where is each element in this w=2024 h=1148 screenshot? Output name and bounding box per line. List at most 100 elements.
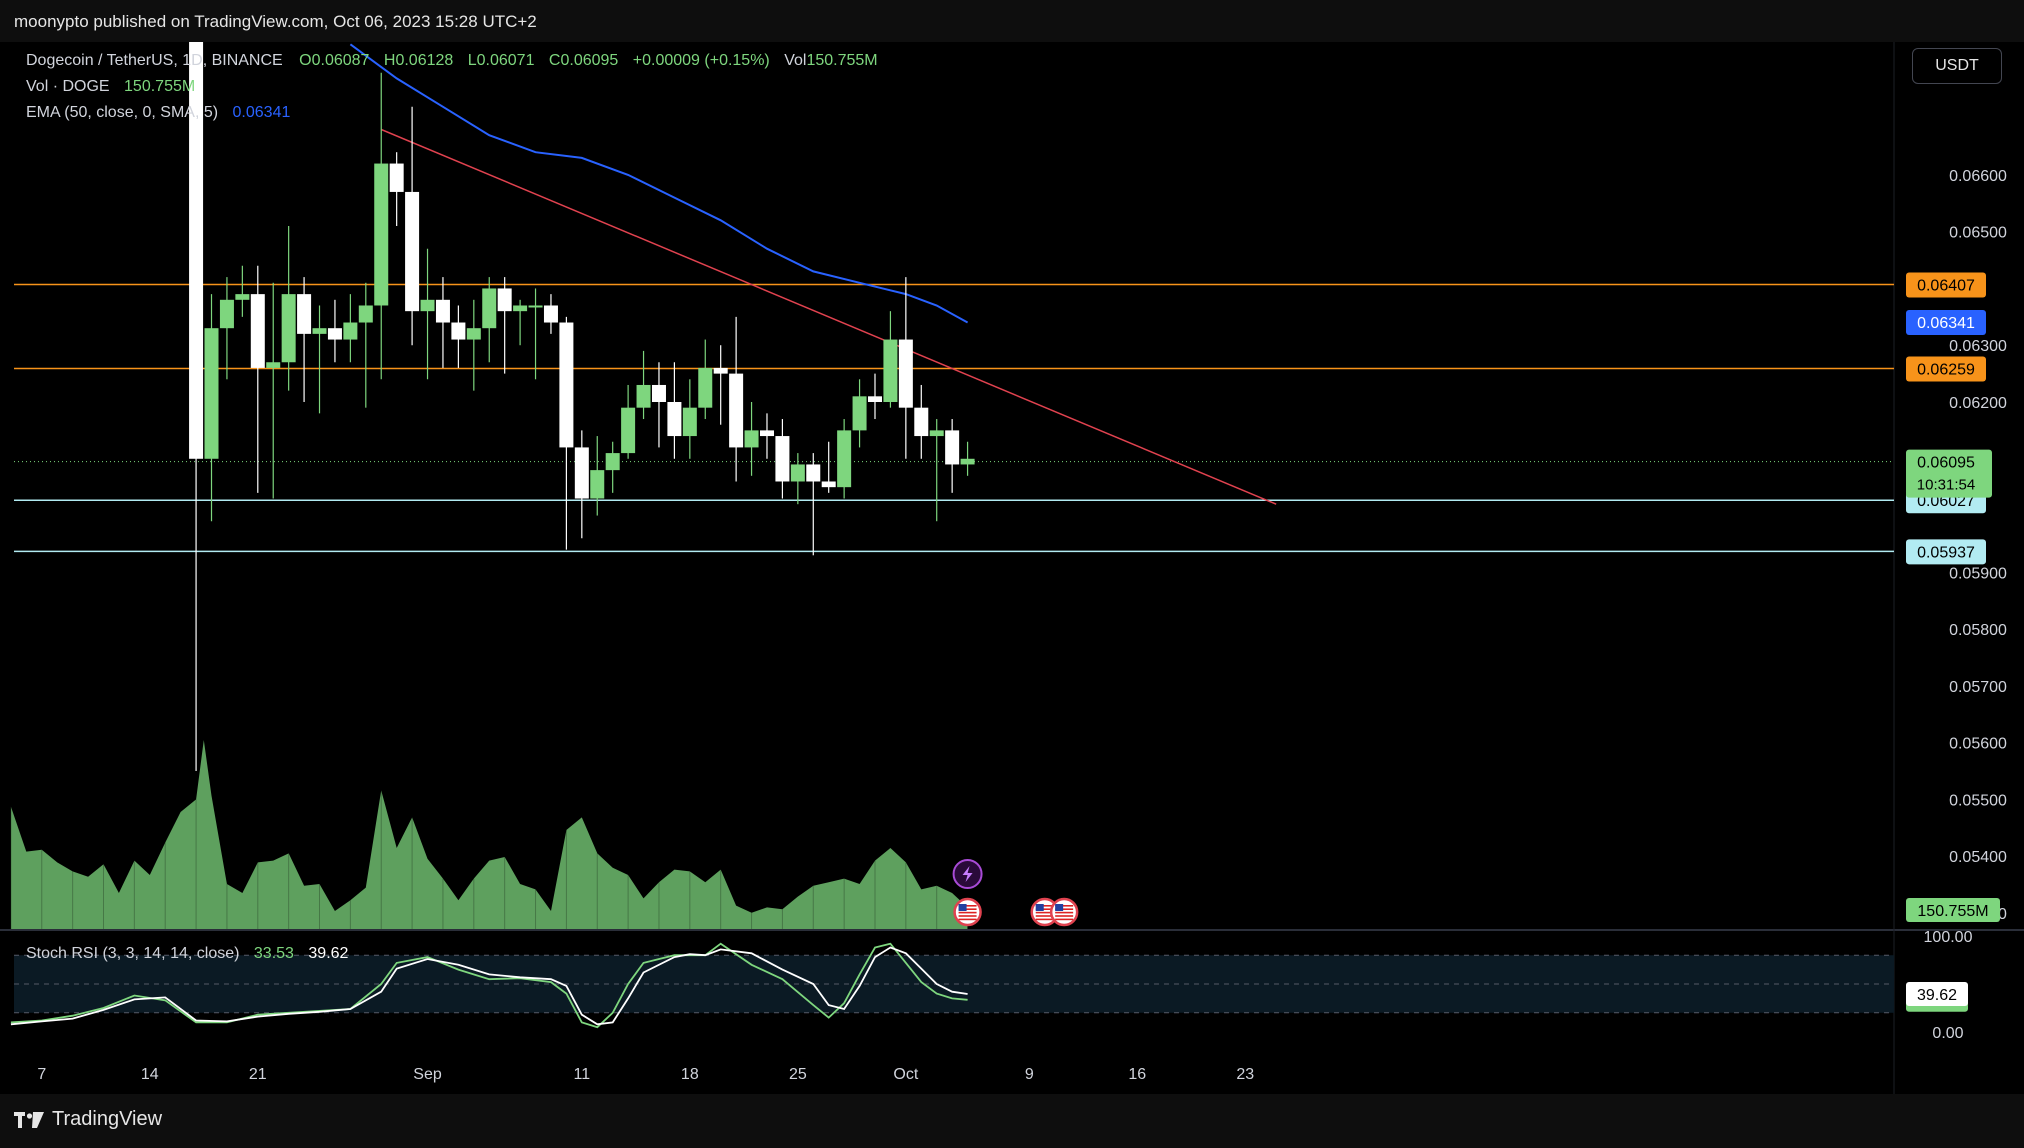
legend-stoch-k: 33.53 [253,945,294,962]
date-tick-label: 14 [141,1066,159,1083]
legend-high: H0.06128 [383,52,454,69]
candle-body [914,407,929,437]
level-tag-label: 0.06259 [1917,362,1975,379]
date-tick-label: Sep [413,1066,442,1083]
legend-ema-label: EMA (50, close, 0, SMA, 5) [26,104,219,121]
published-text: moonypto published on TradingView.com, O… [14,12,537,31]
brand-text: TradingView [52,1108,163,1130]
candle-body [621,407,636,454]
flag-stripe [1035,918,1054,921]
candle-body [651,384,666,402]
candle-body [482,288,497,329]
price-tick-label: 0.05500 [1949,792,2007,809]
flag-stripe [1035,908,1054,910]
last-price-tag [1906,449,1992,498]
candle-body [204,328,219,459]
us-flag-icon[interactable] [953,897,982,927]
price-tick-label: 0.05800 [1949,622,2007,639]
candle-body [405,191,420,312]
candle-body [466,328,481,340]
date-tick-label: 18 [681,1066,699,1083]
level-tag [1906,539,1986,565]
currency-button[interactable]: USDT [1912,48,2002,84]
flag-stripe [958,918,977,921]
volume-tag-label: 150.755M [1917,903,1988,920]
stoch-tick-label: 100.00 [1924,929,1973,946]
candle-body [790,464,805,482]
tradingview-logo-icon [14,1111,44,1128]
stoch-value-tag [1906,981,1968,1006]
price-tick-label: 0.06300 [1949,338,2007,355]
date-tick-label: 21 [249,1066,267,1083]
legend-stoch-d: 39.62 [308,945,349,962]
legend-volume-value: 150.755M [124,78,196,95]
candle-body [389,163,404,192]
publisher-bar: moonypto published on TradingView.com, O… [0,0,2024,42]
legend-symbol: Dogecoin / TetherUS, 1D, BINANCE [26,52,283,69]
flag-stripe [1035,911,1054,914]
legend-vol-value: 150.755M [806,52,878,69]
candle-body [682,407,697,437]
flag-stripe [1035,915,1054,917]
brand[interactable]: TradingView [14,1108,162,1131]
footer-bar [0,1094,2024,1148]
volume-area [10,740,968,929]
legend-volume-label: Vol · DOGE [26,78,110,95]
candle-body [636,384,651,408]
legend-close: C0.06095 [548,52,619,69]
legend-vol-label: Vol [784,52,807,69]
price-tick-label: 0.05400 [1949,849,2007,866]
date-tick-label: Oct [893,1066,918,1083]
candle-body [451,322,466,340]
candle-body [327,328,342,340]
ema-line [349,43,969,324]
candle-body [374,163,389,306]
ema-price-tag-label: 0.06341 [1917,315,1975,332]
candle-body [821,481,836,488]
candle-body [837,430,852,488]
level-tag [1906,356,1986,382]
flag-stripe [958,905,977,907]
candle-body [698,367,713,408]
date-tick-label: 16 [1128,1066,1146,1083]
flag-stripe [958,911,977,914]
legend-low: L0.06071 [467,52,535,69]
flag-stripe [1055,911,1074,914]
chart-svg[interactable]: 0.06600 0.06500 0.06300 0.06200 0.05900 0.058… [0,0,2024,1094]
candle-body [497,288,512,312]
flag-stripe [1055,905,1074,907]
candle-body [945,430,960,465]
candle-body [867,396,882,402]
us-flag-icon[interactable] [1049,897,1079,927]
flag-stripe [1055,918,1074,921]
level-tag-label: 0.05937 [1917,544,1975,561]
flag-stripe [958,908,977,910]
price-tick-label: 0.05600 [1949,736,2007,753]
candle-body [189,27,204,459]
legend-symbol-row: Dogecoin / TetherUS, 1D, BINANCE O0.0608… [26,52,878,70]
candle-body [590,470,605,499]
candle-body [605,453,620,471]
legend-ema-row: EMA (50, close, 0, SMA, 5) 0.06341 [26,104,290,122]
legend-change: +0.00009 (+0.15%) [632,52,770,69]
legend-open: O0.06087 [299,52,370,69]
chart-area[interactable]: 0.06600 0.06500 0.06300 0.06200 0.05900 0.058… [0,0,2024,1094]
candle-body [513,305,528,312]
candle-body [266,362,281,368]
legend-stoch-row: Stoch RSI (3, 3, 14, 14, close) 33.53 39… [26,945,348,963]
candle-body [343,322,358,340]
candle-body [883,339,898,402]
candle-body [713,367,728,374]
stoch-line-D [10,946,968,1026]
candle-body [898,339,913,408]
date-tick-label: 25 [789,1066,807,1083]
candle-body [775,436,790,482]
candle-body [744,430,759,448]
stoch-value-tag-label: 39.62 [1917,987,1957,1004]
candle-body [574,447,589,499]
lightning-icon[interactable] [952,859,983,889]
price-tick-label: 0.06500 [1949,225,2007,242]
lightning-glyph [962,866,973,882]
candle-body [235,294,250,300]
candle-body [297,294,312,334]
